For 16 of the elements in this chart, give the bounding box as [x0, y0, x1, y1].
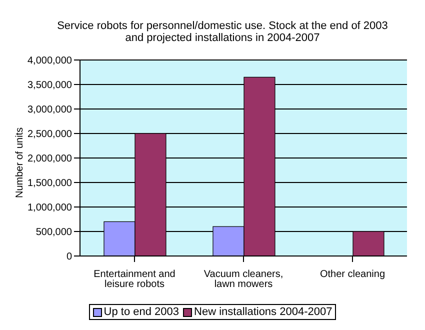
y-tick-label: 1,000,000 — [28, 202, 72, 214]
y-axis-title: Number of units — [14, 127, 26, 198]
y-tick-label: 1,500,000 — [28, 178, 72, 190]
y-tick-label: 4,000,000 — [28, 56, 72, 67]
x-tick-label: Vacuum cleaners, lawn mowers — [204, 269, 284, 290]
x-tick-label: Entertainment and leisure robots — [94, 269, 176, 290]
y-tick-label: 2,000,000 — [28, 154, 72, 165]
y-tick-label: 2,500,000 — [28, 129, 72, 140]
y-tick-label: 0 — [66, 252, 72, 263]
y-tick-label: 3,000,000 — [28, 104, 72, 116]
legend-label: New installations 2004-2007 — [193, 306, 332, 318]
x-tick-label: Other cleaning — [320, 269, 386, 280]
chart-title: Service robots for personnel/domestic use. Stock at the end of 2003 and projected installations in 2004-2007 — [56, 19, 389, 46]
y-tick-label: 3,500,000 — [28, 80, 72, 92]
legend-label: Up to end 2003 — [102, 306, 180, 318]
y-tick-label: 500,000 — [36, 227, 72, 238]
